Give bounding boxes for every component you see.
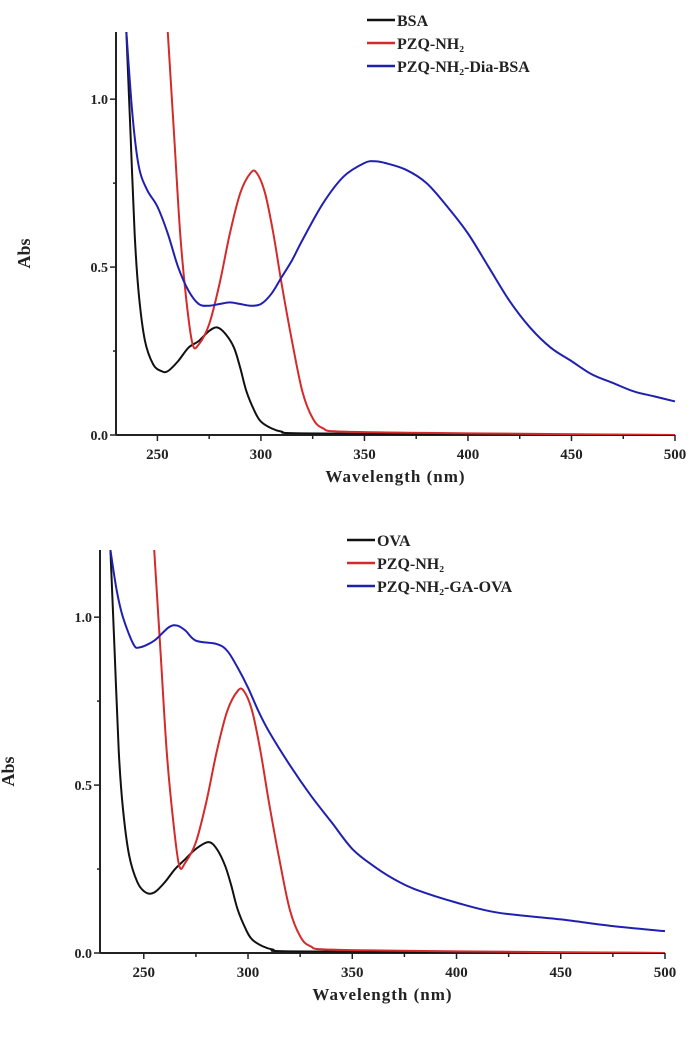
x-tick-label: 350	[353, 447, 376, 463]
series-line-2	[125, 32, 676, 403]
y-tick-label: 1.0	[75, 611, 93, 626]
x-tick-label: 400	[457, 447, 480, 463]
x-tick-label: 400	[445, 965, 468, 981]
series-line-1	[166, 32, 676, 435]
y-tick-label: 0.0	[75, 947, 93, 962]
series-line-0	[125, 32, 676, 435]
series-line-0	[109, 550, 666, 953]
x-tick-label: 250	[146, 447, 169, 463]
x-axis-label: Wavelength (nm)	[312, 985, 452, 1004]
y-axis-label: Abs	[0, 756, 18, 786]
x-tick-label: 350	[341, 965, 364, 981]
chart-panel-ova: 250 300 350 400 450 500 0.0 0.5 1.0 Wavelength (n…	[0, 533, 677, 1004]
series-line-1	[153, 550, 666, 953]
series-line-2	[109, 550, 666, 933]
x-tick-label: 450	[550, 965, 573, 981]
legend-label: PZQ-NH₂-GA-OVA	[377, 579, 513, 596]
x-tick-label: 300	[250, 447, 273, 463]
y-tick-label: 0.5	[91, 261, 109, 276]
legend-label: PZQ-NH₂-Dia-BSA	[397, 59, 530, 76]
y-axis-label: Abs	[14, 238, 34, 268]
x-axis-label: Wavelength (nm)	[325, 467, 465, 486]
legend-label: OVA	[377, 533, 411, 550]
x-tick-label: 500	[654, 965, 677, 981]
legend-label: PZQ-NH₂	[377, 556, 444, 573]
x-tick-label: 300	[237, 965, 260, 981]
x-tick-label: 450	[560, 447, 583, 463]
legend-label: BSA	[397, 13, 429, 30]
x-tick-label: 250	[133, 965, 156, 981]
y-tick-label: 0.0	[91, 429, 109, 444]
y-tick-label: 1.0	[91, 93, 109, 108]
x-tick-label: 500	[664, 447, 687, 463]
y-tick-label: 0.5	[75, 779, 93, 794]
chart-panel-bsa: 250 300 350 400 450 500 0.0 0.5 1.0 Wavelength (n…	[14, 13, 687, 486]
legend-label: PZQ-NH₂	[397, 36, 464, 53]
